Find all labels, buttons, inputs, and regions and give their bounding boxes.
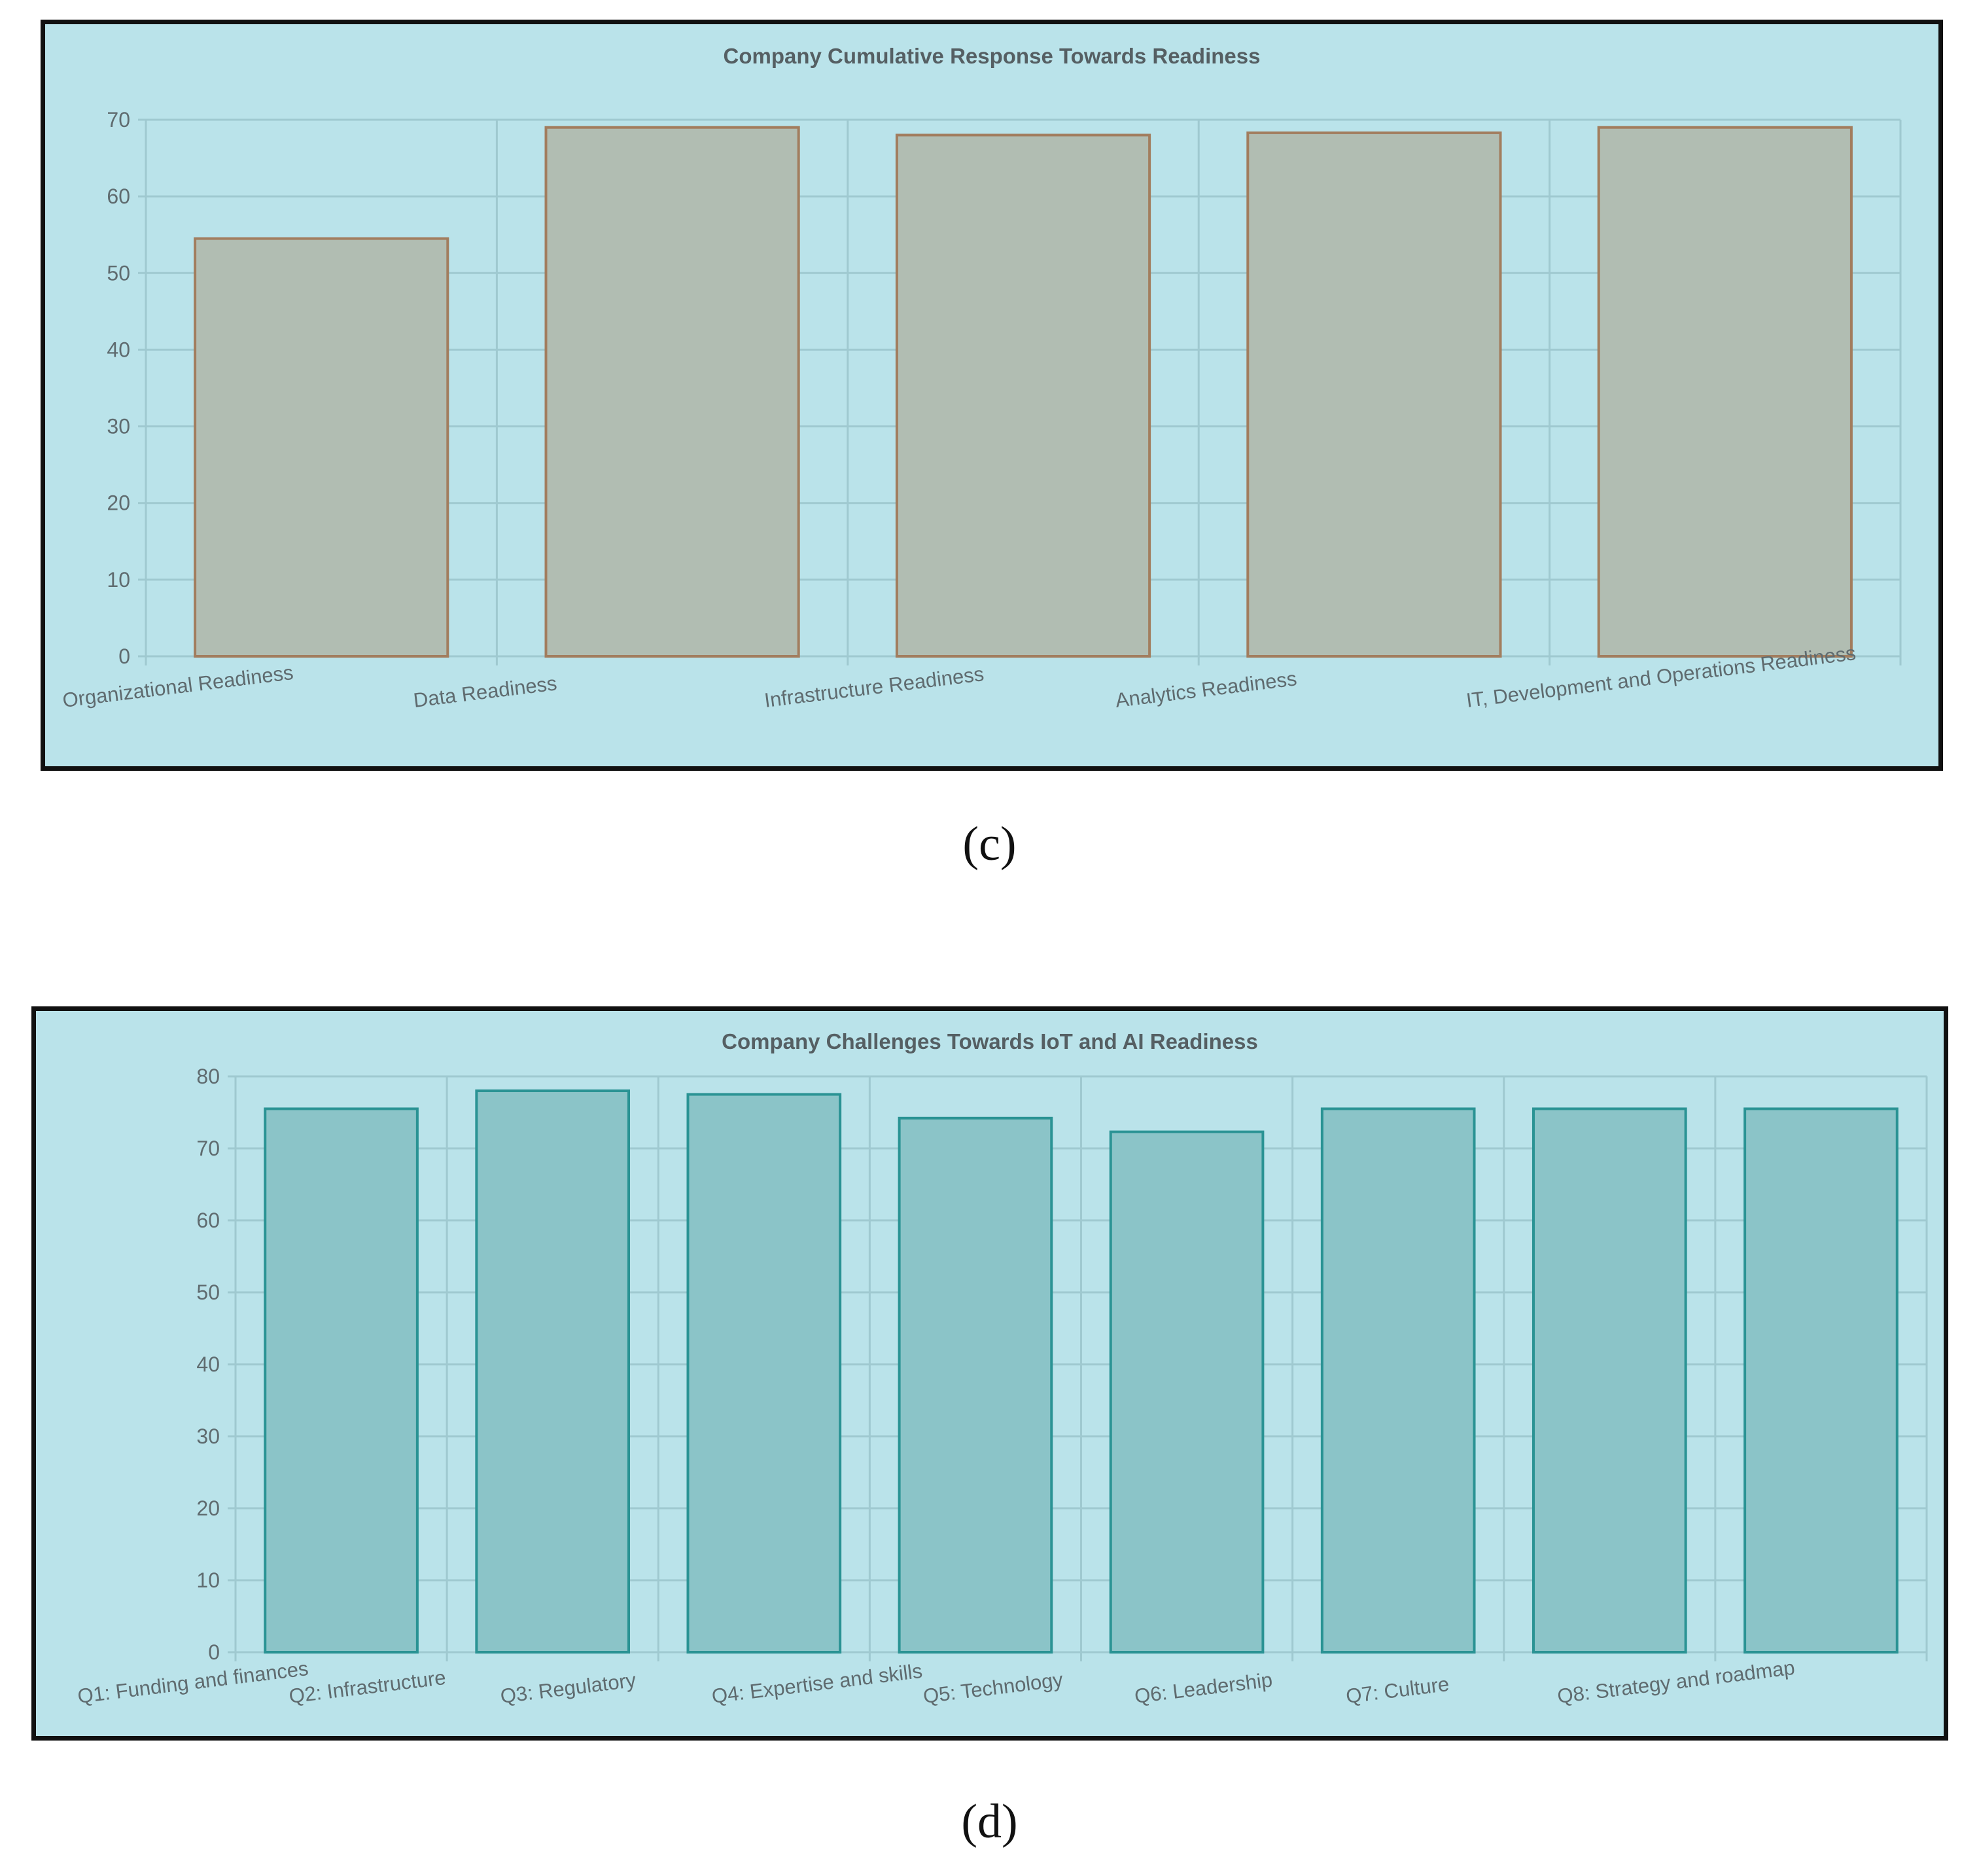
chart-c-bar: [895, 133, 1151, 658]
chart-c-bar: [1597, 126, 1853, 658]
chart-d-bar: [264, 1107, 419, 1654]
chart-d-title: Company Challenges Towards IoT and AI Re…: [722, 1029, 1258, 1053]
chart-c-panel: 0 10 20 30 40 50 60 70 Organizational Readiness D…: [41, 20, 1943, 771]
chart-c-y-tick-label: 40: [107, 338, 130, 361]
chart-c-y-tick-label: 30: [107, 415, 130, 438]
chart-d-panel: 0 10 20 30 40 50 60 70 80 Q1: Funding and finance…: [31, 1006, 1948, 1741]
chart-c-y-tick-label: 60: [107, 185, 130, 208]
chart-d-bar: [898, 1116, 1053, 1654]
chart-d-y-tick-label: 30: [196, 1425, 220, 1448]
chart-d-y-tick-label: 10: [196, 1568, 220, 1592]
chart-d-y-tick-label: 70: [196, 1137, 220, 1160]
caption-d: (d): [961, 1795, 1018, 1849]
chart-c-y-tick-label: 10: [107, 568, 130, 592]
chart-c-bar: [194, 237, 449, 658]
chart-d-y-tick-label: 60: [196, 1209, 220, 1232]
chart-c-y-tick-label: 20: [107, 491, 130, 515]
chart-d-bar: [1743, 1107, 1899, 1654]
chart-c-y-tick-label: 70: [107, 108, 130, 132]
chart-c-bar: [544, 126, 800, 658]
chart-d-y-tick-label: 50: [196, 1281, 220, 1304]
chart-d-bar: [1532, 1107, 1687, 1654]
chart-d-bar: [686, 1093, 842, 1654]
chart-c-y-tick-label: 50: [107, 261, 130, 285]
chart-d-y-tick-label: 40: [196, 1353, 220, 1376]
chart-d-y-tick-label: 0: [208, 1640, 220, 1664]
chart-c-y-tick-label: 0: [118, 645, 130, 668]
chart-d-y-tick-label: 80: [196, 1065, 220, 1088]
chart-d-bar: [475, 1089, 631, 1654]
chart-c-title: Company Cumulative Response Towards Read…: [724, 44, 1261, 68]
caption-c: (c): [962, 817, 1017, 871]
chart-d-bar: [1320, 1107, 1476, 1654]
chart-d-bar: [1109, 1130, 1265, 1654]
chart-d-y-tick-label: 20: [196, 1496, 220, 1520]
chart-c-bar: [1246, 131, 1502, 658]
